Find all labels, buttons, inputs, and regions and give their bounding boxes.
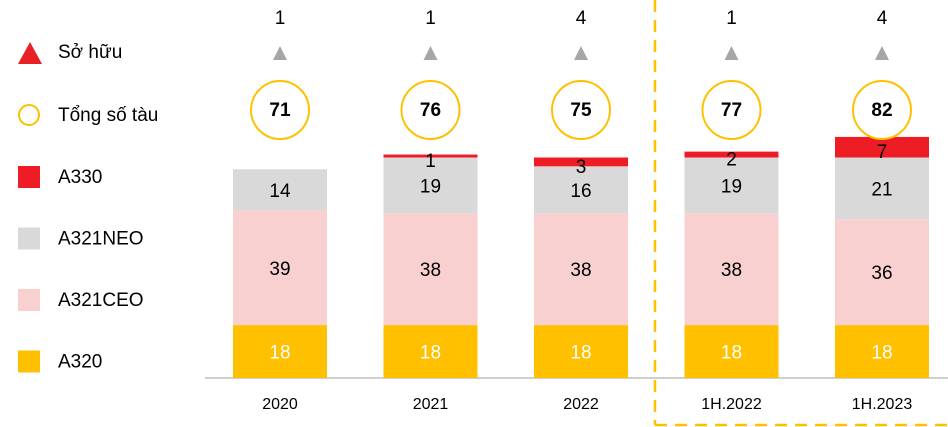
bar-segment bbox=[534, 325, 628, 378]
data-label: 38 bbox=[570, 260, 591, 281]
legend-label: Sở hữu bbox=[58, 42, 122, 63]
owned-marker bbox=[875, 46, 889, 60]
bar-segment bbox=[835, 325, 929, 378]
legend-marker bbox=[18, 227, 40, 250]
owned-label: 1 bbox=[275, 8, 286, 29]
owned-label: 1 bbox=[726, 8, 737, 29]
total-circle bbox=[551, 80, 611, 140]
data-label: 7 bbox=[877, 142, 888, 163]
legend-label: A321NEO bbox=[58, 229, 144, 250]
bar-segment bbox=[383, 157, 478, 214]
data-label: 18 bbox=[721, 343, 742, 364]
bar-segment bbox=[684, 157, 779, 214]
bar-segment bbox=[233, 210, 327, 326]
data-label: 18 bbox=[269, 343, 290, 364]
owned-marker bbox=[273, 46, 287, 60]
bar-segment bbox=[835, 157, 929, 220]
total-label: 75 bbox=[570, 100, 592, 121]
bar-segment bbox=[835, 219, 929, 326]
total-circle bbox=[852, 80, 912, 140]
total-label: 82 bbox=[871, 100, 892, 121]
legend-label: Tổng số tàu bbox=[58, 105, 158, 126]
data-label: 21 bbox=[871, 179, 892, 200]
total-label: 76 bbox=[420, 100, 441, 121]
legend-label: A321CEO bbox=[58, 290, 144, 311]
total-label: 77 bbox=[721, 100, 742, 121]
data-label: 19 bbox=[721, 176, 742, 197]
owned-label: 4 bbox=[877, 8, 888, 29]
legend-marker bbox=[18, 104, 40, 126]
data-label: 2 bbox=[726, 150, 737, 171]
legend-label: A330 bbox=[58, 167, 102, 188]
bar-segment bbox=[684, 213, 779, 326]
x-tick-label: 2020 bbox=[262, 396, 298, 413]
data-label: 3 bbox=[576, 157, 587, 178]
data-label: 36 bbox=[871, 263, 892, 284]
total-circle bbox=[701, 80, 762, 140]
owned-marker bbox=[724, 46, 739, 60]
x-tick-label: 2022 bbox=[563, 396, 599, 413]
x-tick-label: 1H.2023 bbox=[852, 396, 913, 413]
total-circle bbox=[400, 80, 461, 140]
bar-segment bbox=[383, 154, 478, 158]
data-label: 19 bbox=[420, 176, 441, 197]
legend-marker bbox=[18, 42, 42, 64]
owned-label: 4 bbox=[576, 8, 587, 29]
owned-marker bbox=[423, 46, 438, 60]
bar-segment bbox=[534, 157, 628, 167]
bar-segment bbox=[233, 169, 327, 211]
data-label: 18 bbox=[420, 343, 441, 364]
data-label: 38 bbox=[420, 260, 441, 281]
total-circle bbox=[250, 80, 310, 140]
legend-marker bbox=[18, 166, 40, 188]
legend-marker bbox=[18, 350, 40, 373]
legend-label: A320 bbox=[58, 352, 102, 373]
data-label: 1 bbox=[425, 151, 436, 172]
bar-segment bbox=[233, 325, 327, 378]
total-label: 71 bbox=[269, 100, 291, 121]
data-label: 18 bbox=[871, 343, 892, 364]
bar-segment bbox=[684, 151, 779, 158]
data-label: 18 bbox=[570, 343, 591, 364]
data-label: 16 bbox=[570, 181, 591, 202]
legend-marker bbox=[18, 289, 40, 311]
bar-segment bbox=[383, 325, 478, 378]
bar-segment bbox=[534, 166, 628, 214]
bar-segment bbox=[684, 325, 779, 378]
owned-label: 1 bbox=[425, 8, 436, 29]
x-tick-label: 2021 bbox=[413, 396, 449, 413]
bar-segment bbox=[534, 213, 628, 326]
data-label: 39 bbox=[269, 259, 290, 280]
bar-segment bbox=[383, 213, 478, 326]
data-label: 14 bbox=[269, 181, 291, 202]
data-label: 38 bbox=[721, 260, 742, 281]
x-tick-label: 1H.2022 bbox=[701, 396, 762, 413]
bar-segment bbox=[835, 136, 929, 158]
owned-marker bbox=[574, 46, 588, 60]
